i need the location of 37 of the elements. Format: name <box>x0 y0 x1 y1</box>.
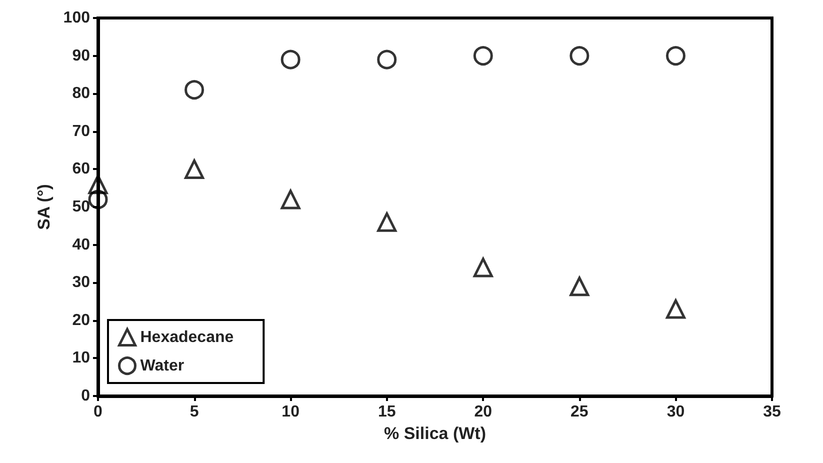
point <box>570 276 590 296</box>
point <box>473 46 493 66</box>
x-tick-label: 0 <box>94 404 103 420</box>
point <box>280 190 300 210</box>
y-tick-label: 90 <box>72 47 90 64</box>
point <box>184 80 204 100</box>
point <box>88 174 108 194</box>
point <box>570 46 590 66</box>
x-tick-label: 20 <box>474 404 492 420</box>
y-tick-label: 100 <box>63 10 90 26</box>
x-tick-label: 30 <box>666 404 685 420</box>
y-tick-label: 80 <box>72 85 90 102</box>
y-tick-label: 10 <box>72 350 90 367</box>
point <box>280 50 300 70</box>
x-tick-label: 5 <box>190 404 199 420</box>
legend-label: Water <box>140 357 184 374</box>
point <box>377 212 397 232</box>
y-tick-label: 0 <box>81 388 90 404</box>
point <box>666 46 686 66</box>
y-tick-label: 20 <box>72 312 90 329</box>
point <box>184 159 204 179</box>
y-tick-label: 60 <box>72 160 90 178</box>
point <box>666 299 686 319</box>
x-axis-title: % Silica (Wt) <box>384 424 486 443</box>
y-axis-title: SA (°) <box>34 184 54 230</box>
y-tick-label: 70 <box>72 122 90 140</box>
point <box>473 258 493 278</box>
point <box>377 50 397 70</box>
y-tick-label: 50 <box>72 198 90 216</box>
y-tick-label: 30 <box>72 274 90 292</box>
point <box>88 190 108 210</box>
x-tick-label: 35 <box>763 404 781 420</box>
x-tick-label: 25 <box>570 404 588 420</box>
x-tick-label: 15 <box>378 404 396 420</box>
x-tick-label: 10 <box>282 404 300 420</box>
legend-label: Hexadecane <box>140 328 234 346</box>
y-tick-label: 40 <box>72 236 90 254</box>
